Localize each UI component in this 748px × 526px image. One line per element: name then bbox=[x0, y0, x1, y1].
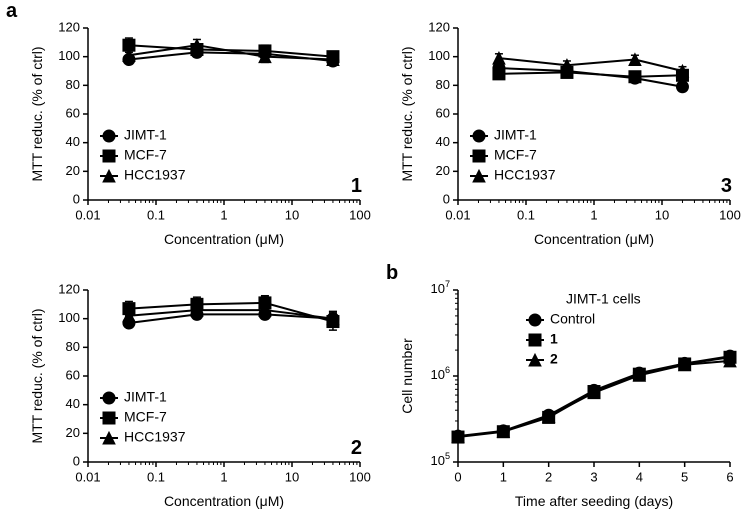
svg-text:MCF-7: MCF-7 bbox=[494, 147, 537, 163]
panel-4: 105 106 107 0 1 2 3 4 5 6 Time after seeding (days… bbox=[396, 280, 742, 512]
figure-root: a b 0204060801001200.010.1110100Concentr… bbox=[0, 0, 748, 526]
svg-text:100: 100 bbox=[349, 207, 371, 222]
chart-svg-1: 0 20 40 60 80 100 120 0.01 0.1 1 10 100 Concentratio… bbox=[26, 18, 372, 250]
panel-label-a: a bbox=[6, 0, 17, 23]
svg-text:JIMT-1 cells: JIMT-1 cells bbox=[566, 291, 641, 307]
svg-text:1: 1 bbox=[220, 207, 227, 222]
svg-text:106: 106 bbox=[430, 365, 450, 382]
svg-text:0.1: 0.1 bbox=[147, 469, 165, 484]
svg-text:100: 100 bbox=[428, 48, 450, 63]
svg-text:JIMT-1: JIMT-1 bbox=[494, 127, 537, 143]
svg-text:100: 100 bbox=[58, 310, 80, 325]
svg-text:105: 105 bbox=[430, 451, 450, 468]
svg-text:HCC1937: HCC1937 bbox=[124, 429, 186, 445]
svg-text:MCF-7: MCF-7 bbox=[124, 409, 167, 425]
svg-text:Control: Control bbox=[550, 311, 595, 327]
svg-text:HCC1937: HCC1937 bbox=[124, 167, 186, 183]
svg-text:1: 1 bbox=[220, 469, 227, 484]
svg-text:100: 100 bbox=[58, 48, 80, 63]
svg-text:107: 107 bbox=[430, 280, 450, 296]
svg-text:120: 120 bbox=[428, 19, 450, 34]
panel-number-1: 1 bbox=[351, 175, 362, 198]
svg-text:120: 120 bbox=[58, 281, 80, 296]
svg-text:3: 3 bbox=[590, 469, 597, 484]
svg-text:0: 0 bbox=[73, 191, 80, 206]
svg-text:80: 80 bbox=[66, 77, 80, 92]
svg-text:Cell number: Cell number bbox=[399, 338, 415, 414]
svg-text:0: 0 bbox=[73, 453, 80, 468]
svg-text:60: 60 bbox=[436, 105, 450, 120]
svg-text:10: 10 bbox=[285, 207, 299, 222]
svg-text:0.01: 0.01 bbox=[445, 207, 470, 222]
svg-text:0: 0 bbox=[443, 191, 450, 206]
svg-text:10: 10 bbox=[655, 207, 669, 222]
svg-text:6: 6 bbox=[726, 469, 733, 484]
svg-text:80: 80 bbox=[66, 339, 80, 354]
panel-number-3: 3 bbox=[721, 175, 732, 198]
svg-text:20: 20 bbox=[66, 425, 80, 440]
svg-text:60: 60 bbox=[66, 105, 80, 120]
svg-text:MTT reduc. (% of ctrl): MTT reduc. (% of ctrl) bbox=[29, 46, 45, 181]
svg-text:80: 80 bbox=[436, 77, 450, 92]
svg-text:MTT reduc. (% of ctrl): MTT reduc. (% of ctrl) bbox=[29, 308, 45, 443]
svg-text:1: 1 bbox=[550, 331, 558, 347]
svg-text:20: 20 bbox=[66, 163, 80, 178]
svg-text:HCC1937: HCC1937 bbox=[494, 167, 556, 183]
svg-text:10: 10 bbox=[285, 469, 299, 484]
svg-text:0.01: 0.01 bbox=[75, 469, 100, 484]
svg-text:Concentration (μM): Concentration (μM) bbox=[164, 231, 284, 247]
svg-text:40: 40 bbox=[66, 134, 80, 149]
panel-number-2: 2 bbox=[351, 437, 362, 460]
svg-text:JIMT-1: JIMT-1 bbox=[124, 127, 167, 143]
svg-text:JIMT-1: JIMT-1 bbox=[124, 389, 167, 405]
chart-svg-3: 0 20 40 60 80 100 120 0.01 0.1 1 10 100 Concentratio… bbox=[396, 18, 742, 250]
svg-text:1: 1 bbox=[500, 469, 507, 484]
svg-text:40: 40 bbox=[66, 396, 80, 411]
panel-3: 0 20 40 60 80 100 120 0.01 0.1 1 10 100 Concentratio… bbox=[396, 18, 742, 250]
svg-text:100: 100 bbox=[719, 207, 741, 222]
chart-svg-2: 0 20 40 60 80 100 120 0.01 0.1 1 10 100 Concentratio… bbox=[26, 280, 372, 512]
svg-text:5: 5 bbox=[681, 469, 688, 484]
svg-text:MCF-7: MCF-7 bbox=[124, 147, 167, 163]
svg-text:Time after seeding (days): Time after seeding (days) bbox=[515, 493, 673, 509]
svg-text:40: 40 bbox=[436, 134, 450, 149]
chart-svg-4: 105 106 107 0 1 2 3 4 5 6 Time after seeding (days… bbox=[396, 280, 742, 512]
svg-text:100: 100 bbox=[349, 469, 371, 484]
svg-text:0.1: 0.1 bbox=[147, 207, 165, 222]
svg-text:120: 120 bbox=[58, 19, 80, 34]
svg-text:60: 60 bbox=[66, 367, 80, 382]
svg-text:0: 0 bbox=[454, 469, 461, 484]
svg-text:2: 2 bbox=[550, 351, 558, 367]
svg-text:20: 20 bbox=[436, 163, 450, 178]
svg-text:4: 4 bbox=[636, 469, 643, 484]
panel-1: 0 20 40 60 80 100 120 0.01 0.1 1 10 100 Concentratio… bbox=[26, 18, 372, 250]
svg-text:Concentration (μM): Concentration (μM) bbox=[164, 493, 284, 509]
panel-2: 0 20 40 60 80 100 120 0.01 0.1 1 10 100 Concentratio… bbox=[26, 280, 372, 512]
svg-text:MTT reduc. (% of ctrl): MTT reduc. (% of ctrl) bbox=[399, 46, 415, 181]
svg-text:1: 1 bbox=[590, 207, 597, 222]
svg-text:Concentration (μM): Concentration (μM) bbox=[534, 231, 654, 247]
svg-text:0.1: 0.1 bbox=[517, 207, 535, 222]
svg-text:2: 2 bbox=[545, 469, 552, 484]
svg-text:0.01: 0.01 bbox=[75, 207, 100, 222]
